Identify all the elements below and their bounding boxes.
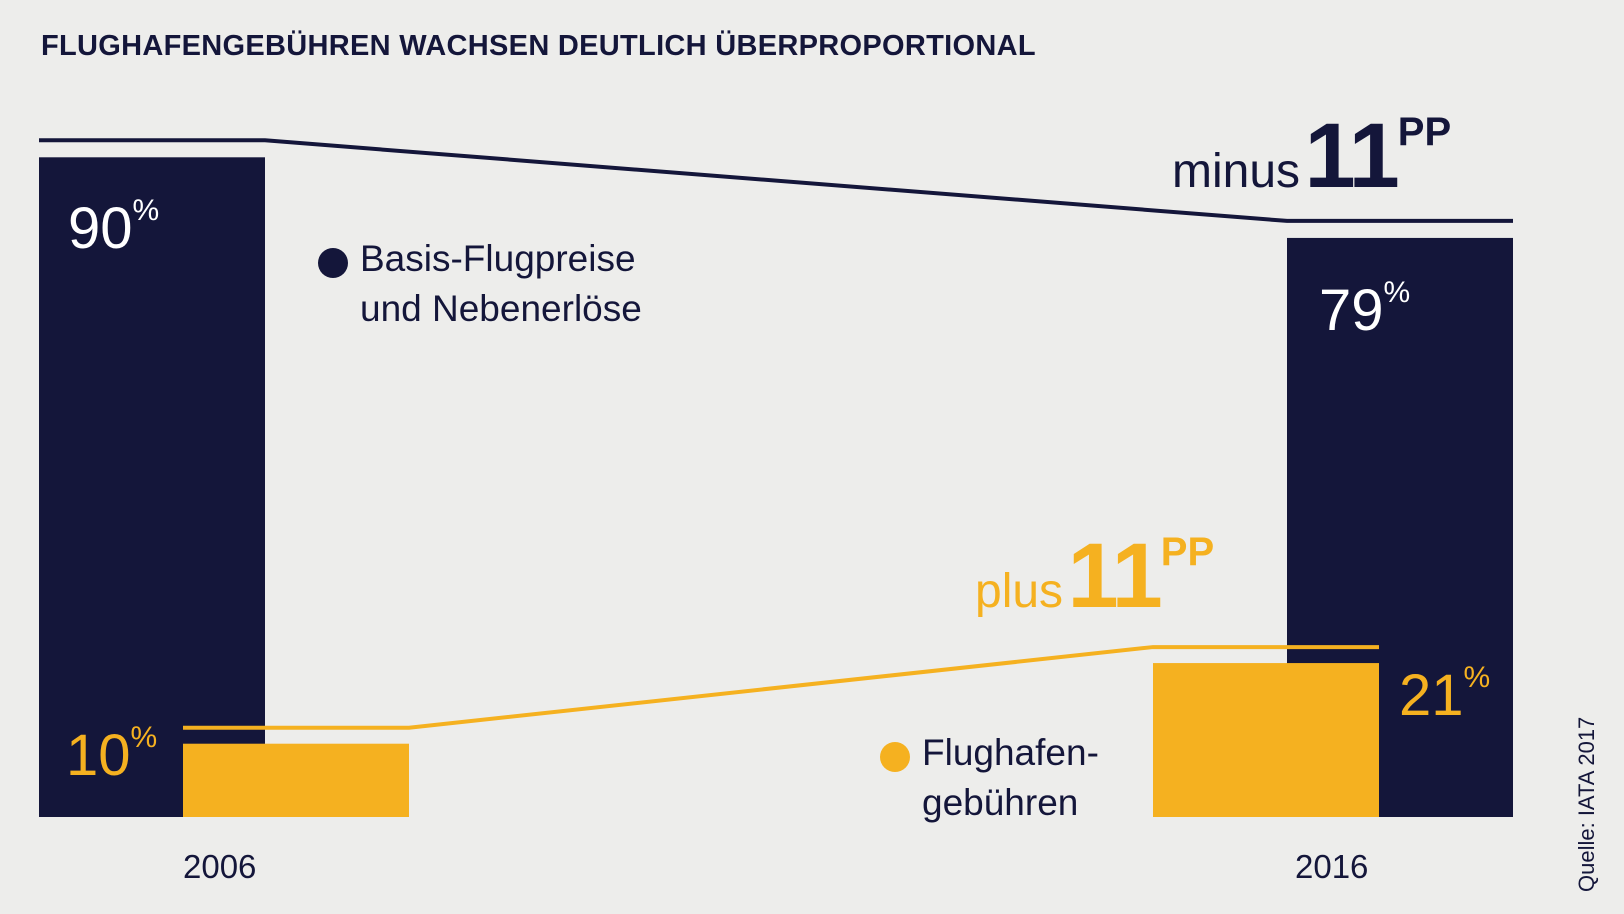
source-note: Quelle: IATA 2017 [1574, 716, 1599, 892]
legend-label-line1: Basis-Flugpreise [360, 238, 636, 279]
value-label-gold-2016: 21% [1399, 661, 1491, 728]
annotation-plus-11pp: plus 11PP [975, 525, 1215, 627]
legend-item-gold: Flughafen-gebühren [880, 728, 1099, 828]
bar-gold-2006 [183, 743, 409, 817]
x-tick-label-2016: 2016 [1295, 848, 1369, 885]
value-label-navy-2006: 90% [68, 194, 160, 261]
value-label-gold-2006: 10% [66, 721, 158, 788]
x-tick-label-2006: 2006 [183, 848, 257, 885]
legend-dot-gold [880, 742, 910, 772]
legend-label-line2: und Nebenerlöse [360, 288, 642, 329]
bar-gold-2016 [1153, 663, 1379, 817]
connector-line-navy [39, 138, 1513, 223]
bar-navy-2006 [39, 157, 265, 818]
chart-title: FLUGHAFENGEBÜHREN WACHSEN DEUTLICH ÜBERP… [41, 30, 1036, 62]
value-label-navy-2016: 79% [1319, 276, 1411, 343]
legend-item-navy: Basis-Flugpreise und Nebenerlöse [318, 234, 642, 334]
legend-dot-navy [318, 248, 348, 278]
legend-label-line1: Flughafen- [922, 732, 1099, 773]
annotation-minus-11pp: minus 11PP [1172, 105, 1452, 207]
connector-line-gold [183, 645, 1379, 730]
legend-label-line2: gebühren [922, 782, 1079, 823]
